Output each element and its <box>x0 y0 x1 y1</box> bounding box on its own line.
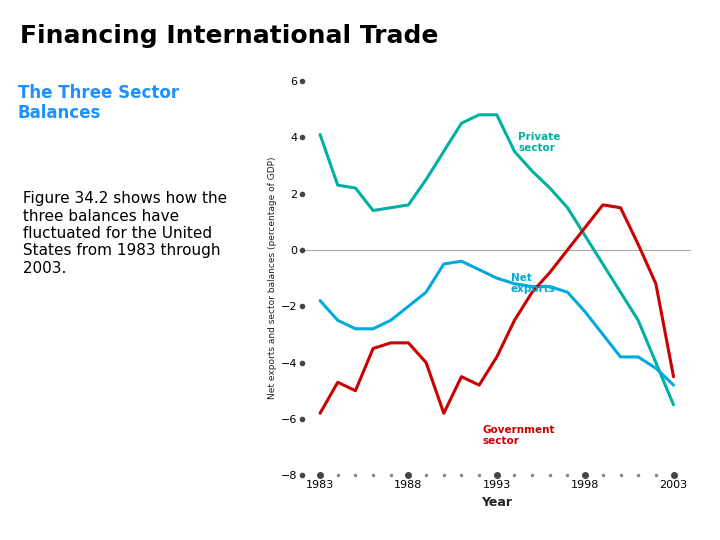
Text: Figure 34.2 shows how the
 three balances have
 fluctuated for the United
 State: Figure 34.2 shows how the three balances… <box>17 191 227 276</box>
Text: The Three Sector
Balances: The Three Sector Balances <box>17 84 179 123</box>
X-axis label: Year: Year <box>481 496 513 509</box>
Y-axis label: Net exports and sector balances (percentage of GDP): Net exports and sector balances (percent… <box>268 157 277 400</box>
Text: Government
sector: Government sector <box>482 424 555 446</box>
Text: Private
sector: Private sector <box>518 132 560 153</box>
Text: Financing International Trade: Financing International Trade <box>20 24 438 49</box>
Text: Net
exports: Net exports <box>511 273 556 294</box>
